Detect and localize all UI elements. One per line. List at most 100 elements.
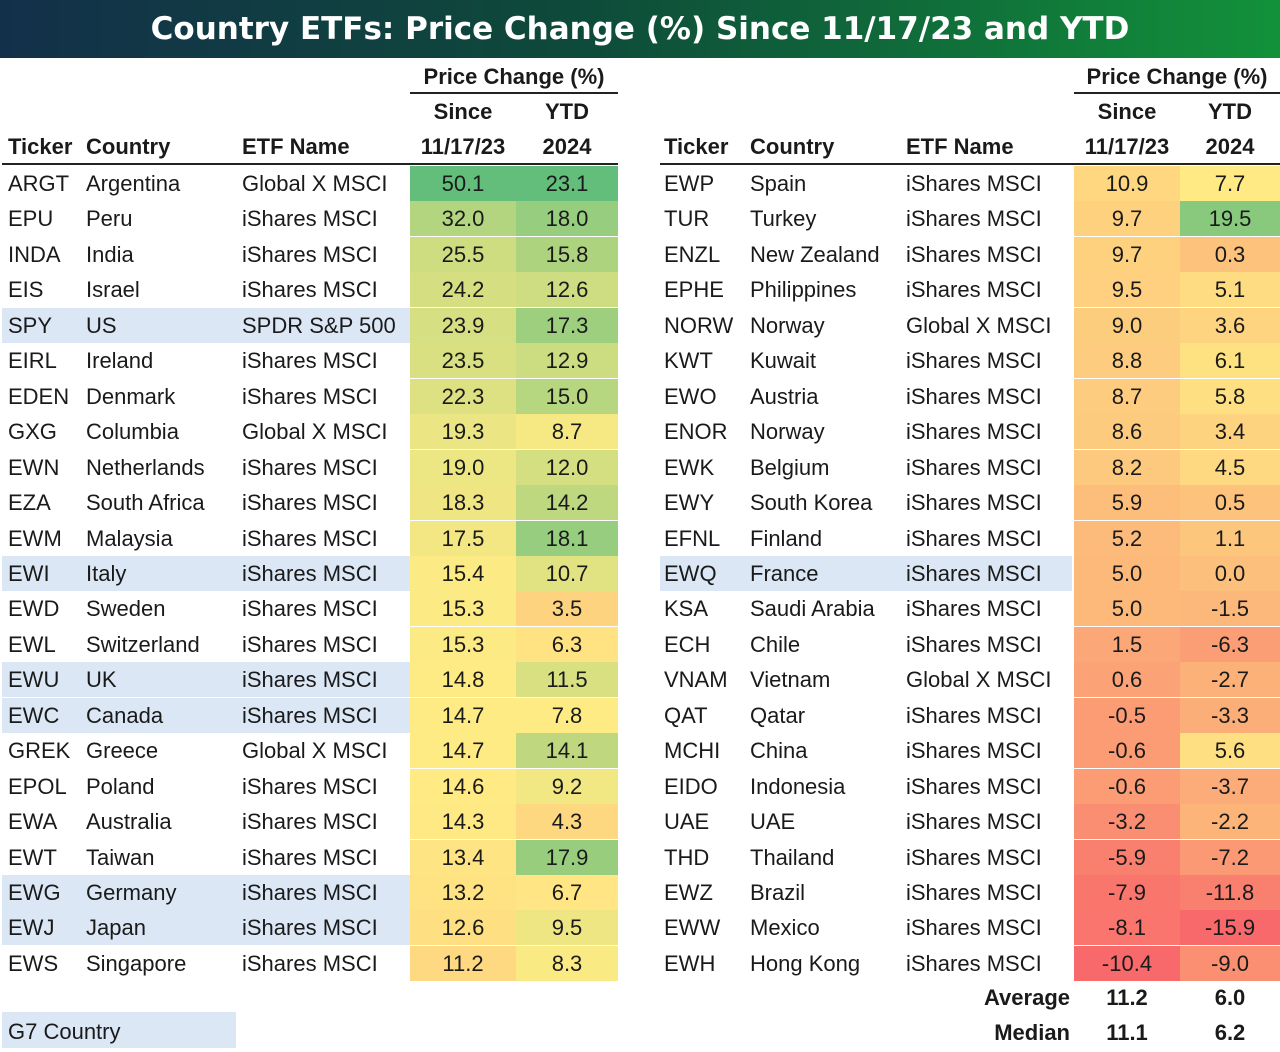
country-cell: Kuwait [750, 348, 817, 374]
etf-name-cell: iShares MSCI [906, 773, 1042, 799]
ytd-value-cell: 12.0 [516, 449, 618, 485]
etf-name-cell: Global X MSCI [242, 171, 388, 196]
etf-name-cell: iShares MSCI [242, 277, 378, 303]
average-since-value: 11.2 [1106, 985, 1148, 1010]
country-cell: Spain [750, 171, 807, 196]
ticker-cell: EWW [664, 915, 721, 941]
ytd-value-cell: 0.3 [1180, 236, 1280, 272]
country-cell: Taiwan [86, 844, 155, 870]
ticker-cell: GXG [8, 419, 57, 445]
table-row: VNAM Vietnam Global X MSCI 0.6 -2.7 [0, 662, 1280, 698]
ticker-cell: INDA [8, 241, 61, 267]
country-cell: Mexico [750, 915, 820, 941]
ytd-value-cell: 6.3 [516, 626, 618, 662]
country-cell: Canada [86, 702, 164, 728]
table-row: EWG Germany iShares MSCI 13.2 6.7 [0, 875, 1280, 910]
since-value-cell: 5.0 [1074, 555, 1180, 591]
etf-name-cell: Global X MSCI [906, 312, 1052, 338]
country-cell: US [86, 312, 117, 338]
ticker-cell: EWJ [8, 915, 55, 941]
ticker-cell: EIDO [664, 773, 718, 799]
etf-name-cell: iShares MSCI [906, 419, 1042, 445]
since-value-cell: 5.2 [1074, 520, 1180, 556]
table-row: TUR Turkey iShares MSCI 9.7 19.5 [0, 201, 1280, 237]
etf-name-cell: iShares MSCI [242, 631, 378, 657]
ytd-value-cell: 18.1 [516, 520, 618, 556]
ytd-value-cell: 4.3 [516, 804, 618, 840]
ticker-cell: UAE [664, 809, 710, 835]
country-cell: Chile [750, 631, 801, 657]
table-row: GXG Columbia Global X MSCI 19.3 8.7 [0, 414, 1280, 450]
table-row: EIDO Indonesia iShares MSCI -0.6 -3.7 [0, 768, 1280, 804]
g7-row-highlight [2, 662, 410, 698]
since-value-cell: 50.1 [410, 166, 516, 201]
table-row: EWT Taiwan iShares MSCI 13.4 17.9 [0, 839, 1280, 875]
since-value-cell: 9.0 [1074, 307, 1180, 343]
since-value-cell: 5.9 [1074, 485, 1180, 521]
country-cell: Hong Kong [750, 950, 861, 976]
country-cell: Qatar [750, 702, 806, 728]
ticker-cell: SPY [8, 312, 53, 338]
ticker-cell: QAT [664, 702, 708, 728]
ticker-cell: TUR [664, 206, 710, 232]
since-date-header-right: 11/17/23 [1084, 134, 1170, 159]
ytd-value-cell: -3.3 [1180, 697, 1280, 733]
country-cell: Vietnam [750, 667, 831, 693]
table-row: EWJ Japan iShares MSCI 12.6 9.5 [0, 910, 1280, 946]
since-value-cell: 19.3 [410, 414, 516, 450]
ticker-cell: EWT [8, 844, 57, 870]
etf-name-cell: iShares MSCI [242, 206, 378, 232]
etf-name-cell: iShares MSCI [242, 383, 378, 409]
ytd-value-cell: 5.1 [1180, 272, 1280, 308]
ticker-cell: EWN [8, 454, 60, 480]
table-row: KSA Saudi Arabia iShares MSCI 5.0 -1.5 [0, 591, 1280, 627]
table-row: EWM Malaysia iShares MSCI 17.5 18.1 [0, 520, 1280, 556]
since-value-cell: -0.6 [1074, 733, 1180, 769]
ticker-cell: EPHE [664, 277, 724, 303]
ticker-header-left: Ticker [8, 134, 73, 159]
table-row: EWH Hong Kong iShares MSCI -10.4 -9.0 [0, 945, 1280, 981]
country-cell: Austria [750, 383, 819, 409]
g7-row-highlight [2, 555, 410, 591]
ticker-cell: NORW [664, 312, 734, 338]
since-value-cell: -7.9 [1074, 875, 1180, 910]
etf-name-cell: iShares MSCI [906, 383, 1042, 409]
ytd-value-cell: -6.3 [1180, 626, 1280, 662]
country-cell: India [86, 241, 134, 267]
ytd-value-cell: 0.5 [1180, 485, 1280, 521]
table-row: EIS Israel iShares MSCI 24.2 12.6 [0, 272, 1280, 308]
ticker-cell: EWG [8, 880, 61, 905]
country-cell: France [750, 560, 819, 586]
since-value-cell: 22.3 [410, 378, 516, 414]
ticker-cell: EWD [8, 596, 60, 622]
price-change-header-right: Price Change (%) [1086, 64, 1268, 89]
since-value-cell: 8.7 [1074, 378, 1180, 414]
average-ytd-value: 6.0 [1214, 985, 1246, 1010]
ytd-value-cell: 18.0 [516, 201, 618, 237]
etf-name-cell: iShares MSCI [242, 880, 378, 905]
ytd-value-cell: 6.7 [516, 875, 618, 910]
ticker-cell: EPU [8, 206, 54, 232]
table-row: EPHE Philippines iShares MSCI 9.5 5.1 [0, 272, 1280, 308]
table-row: GREK Greece Global X MSCI 14.7 14.1 [0, 733, 1280, 769]
since-value-cell: 13.4 [410, 839, 516, 875]
ytd-value-cell: 12.6 [516, 272, 618, 308]
etf-name-cell: iShares MSCI [906, 738, 1042, 764]
header-rule-left [2, 163, 618, 165]
ytd-value-cell: 11.5 [516, 662, 618, 698]
country-cell: Switzerland [86, 631, 200, 657]
ytd-value-cell: 23.1 [516, 166, 618, 201]
table-row: ENOR Norway iShares MSCI 8.6 3.4 [0, 414, 1280, 450]
price-change-rule-right [1074, 92, 1280, 94]
since-value-cell: 25.5 [410, 236, 516, 272]
ytd-value-cell: 17.3 [516, 307, 618, 343]
ytd-value-cell: -1.5 [1180, 591, 1280, 627]
etf-name-cell: iShares MSCI [242, 809, 378, 835]
table-row: UAE UAE iShares MSCI -3.2 -2.2 [0, 804, 1280, 840]
country-cell: Ireland [86, 348, 154, 374]
table-row: EWI Italy iShares MSCI 15.4 10.7 [0, 555, 1280, 591]
since-value-cell: 15.3 [410, 626, 516, 662]
ytd-value-cell: 5.6 [1180, 733, 1280, 769]
country-cell: Denmark [86, 383, 176, 409]
ticker-cell: EWP [664, 171, 715, 196]
